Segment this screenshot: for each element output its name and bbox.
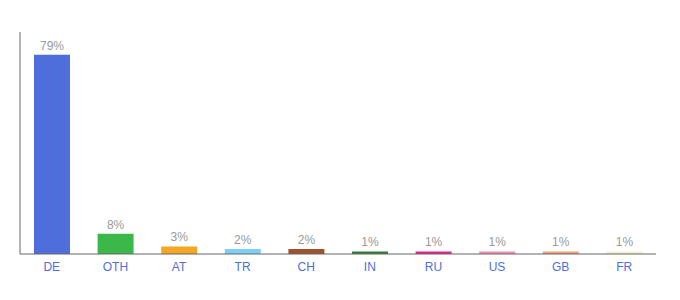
- svg-text:3%: 3%: [171, 230, 189, 244]
- svg-text:2%: 2%: [298, 233, 316, 247]
- svg-text:CH: CH: [298, 260, 315, 274]
- svg-text:US: US: [489, 260, 506, 274]
- svg-text:RU: RU: [425, 260, 442, 274]
- svg-text:1%: 1%: [616, 235, 634, 249]
- svg-text:1%: 1%: [361, 235, 379, 249]
- svg-text:AT: AT: [172, 260, 187, 274]
- svg-text:1%: 1%: [489, 235, 507, 249]
- svg-text:2%: 2%: [234, 233, 252, 247]
- svg-text:79%: 79%: [40, 39, 64, 53]
- svg-text:IN: IN: [364, 260, 376, 274]
- svg-text:8%: 8%: [107, 218, 125, 232]
- svg-text:1%: 1%: [425, 235, 443, 249]
- svg-text:GB: GB: [552, 260, 569, 274]
- svg-text:1%: 1%: [552, 235, 570, 249]
- svg-text:OTH: OTH: [103, 260, 128, 274]
- svg-text:TR: TR: [235, 260, 251, 274]
- svg-text:FR: FR: [616, 260, 632, 274]
- svg-text:DE: DE: [43, 260, 60, 274]
